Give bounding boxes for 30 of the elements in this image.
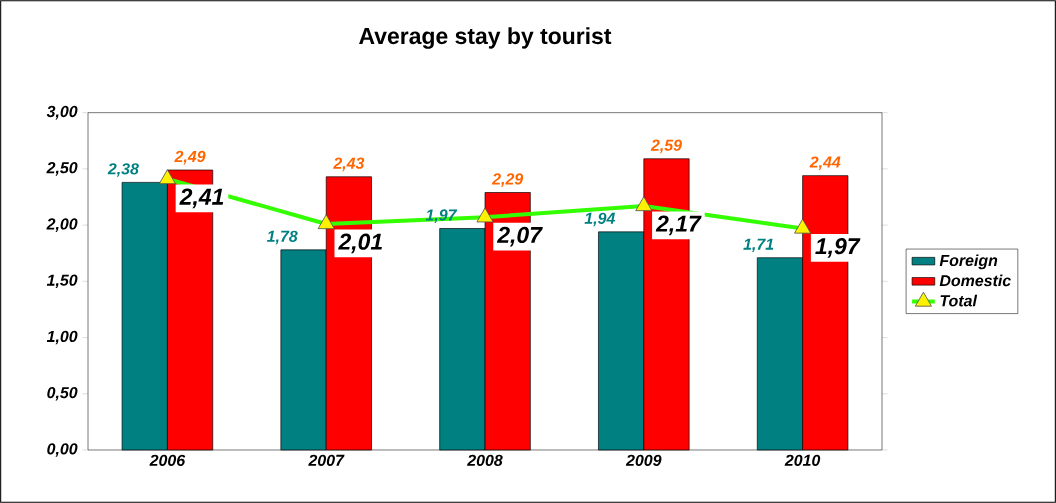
y-tick-label: 0,00 [47, 443, 78, 457]
data-label: 2,43 [333, 157, 365, 172]
y-tick-label: 1,50 [46, 274, 78, 289]
data-label: 2,44 [809, 156, 841, 171]
y-tick-label: 2,50 [46, 162, 78, 176]
y-tick-label: 0,50 [47, 386, 78, 401]
data-label: 2,41 [179, 188, 224, 209]
data-label: 1,78 [266, 230, 298, 245]
y-tick-label: 3,00 [46, 105, 78, 120]
y-tick-label: 2,00 [46, 218, 78, 232]
legend-label: Domestic [939, 274, 1011, 287]
data-label: 2,07 [496, 226, 543, 247]
x-tick-label: 2008 [467, 454, 503, 466]
data-label: 2,01 [338, 233, 382, 254]
data-label: 2,38 [107, 163, 139, 177]
legend-label: Total [940, 294, 978, 307]
data-label: 2,29 [491, 173, 524, 187]
data-label: 2,17 [655, 215, 702, 236]
x-tick-label: 2006 [149, 454, 186, 466]
chart-title: Average stay by tourist [359, 27, 612, 49]
data-label: 2,59 [650, 139, 682, 154]
legend-label: Foreign [939, 254, 998, 270]
data-label: 1,97 [815, 238, 861, 258]
data-label: 1,94 [584, 212, 616, 227]
x-tick-label: 2010 [784, 454, 821, 466]
y-tick-label: 1,00 [46, 330, 78, 345]
data-label: 1,71 [743, 238, 774, 253]
x-tick-label: 2007 [308, 454, 345, 466]
data-label: 2,49 [174, 150, 206, 165]
x-tick-label: 2009 [625, 454, 662, 466]
